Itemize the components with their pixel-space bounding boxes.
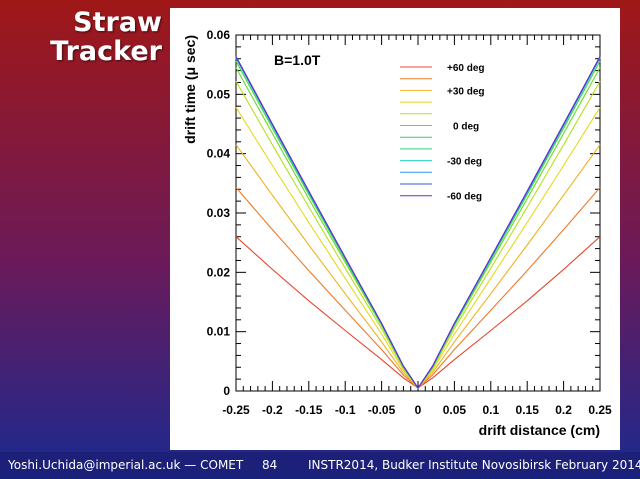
y-tick-label: 0.05 [207, 87, 231, 101]
x-tick-label: -0.05 [368, 403, 396, 417]
plot-area: -0.25 -0.2 -0.15 -0.1 -0.05 0 0.05 0.1 0.15 0.2 0.… [182, 28, 612, 438]
y-tick-label: 0.06 [207, 28, 231, 42]
x-tick-label: 0.05 [443, 403, 467, 417]
x-tick-label: -0.15 [295, 403, 323, 417]
y-tick-label: 0.03 [207, 206, 231, 220]
x-tick-label: -0.1 [335, 403, 356, 417]
legend-entry-0: +60 deg [447, 63, 485, 74]
y-tick-label: 0.02 [207, 265, 231, 279]
series-line-11 [235, 56, 601, 389]
y-tick-label: 0.01 [207, 325, 231, 339]
x-tick-label: 0.1 [482, 403, 499, 417]
y-tick-label: 0 [223, 384, 230, 398]
legend-entry-2: +30 deg [447, 86, 485, 97]
legend-entry-8: -30 deg [447, 157, 482, 168]
x-tick-label: 0.2 [555, 403, 572, 417]
footer-page-number: 84 [262, 458, 278, 472]
legend-entry-5: 0 deg [453, 122, 479, 133]
footer-venue: INSTR2014, Budker Institute Novosibirsk … [308, 458, 640, 472]
y-tick-label: 0.04 [207, 147, 231, 161]
y-axis-label: drift time (μ sec) [182, 35, 198, 144]
x-tick-label: 0 [415, 403, 422, 417]
x-tick-label: -0.2 [262, 403, 283, 417]
x-tick-label: 0.15 [516, 403, 540, 417]
x-axis-label: drift distance (cm) [479, 422, 600, 438]
x-tick-label: 0.25 [588, 403, 612, 417]
drift-time-chart: -0.25 -0.2 -0.15 -0.1 -0.05 0 0.05 0.1 0.15 0.2 0.… [170, 8, 620, 450]
slide-title: Straw Tracker [10, 8, 162, 66]
x-tick-label: -0.25 [222, 403, 250, 417]
chart-panel [170, 8, 620, 450]
legend-entry-11: -60 deg [447, 192, 482, 203]
footer-author: Yoshi.Uchida@imperial.ac.uk — COMET [8, 458, 244, 472]
slide-footer: Yoshi.Uchida@imperial.ac.uk — COMET 84 I… [0, 458, 640, 476]
slide-title-line-2: Tracker [50, 36, 162, 67]
field-annotation: B=1.0T [274, 52, 321, 68]
slide-title-line-1: Straw [73, 7, 162, 38]
